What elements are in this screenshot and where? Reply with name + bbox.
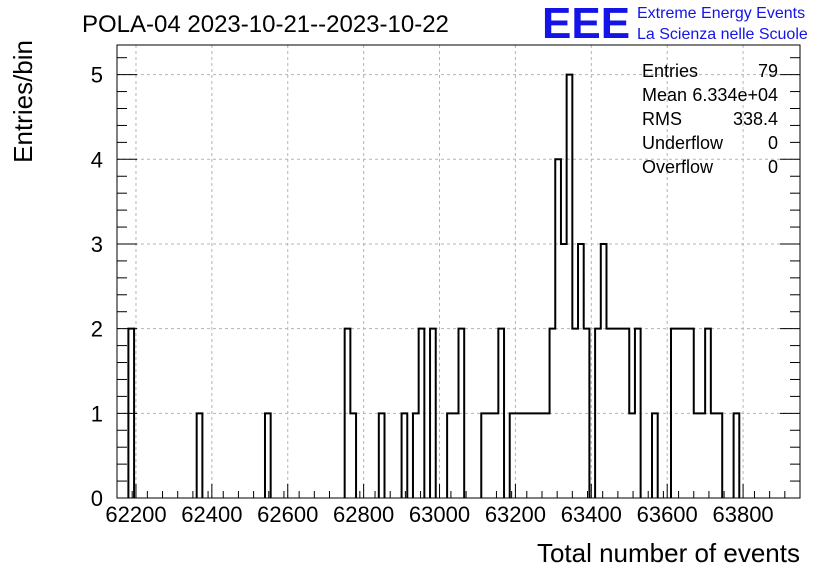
histogram-bin [453, 413, 459, 498]
x-tick-label: 63800 [712, 502, 773, 527]
histogram-bin [532, 413, 538, 498]
stats-label: Mean [642, 85, 687, 105]
histogram-bin [561, 244, 567, 498]
stats-value: 0 [768, 157, 778, 177]
y-tick-label: 5 [91, 63, 103, 88]
y-tick-label: 0 [91, 486, 103, 511]
x-tick-label: 63400 [561, 502, 622, 527]
y-tick-label: 3 [91, 232, 103, 257]
stats-value: 0 [768, 133, 778, 153]
histogram-bin [572, 329, 578, 498]
histogram-bin [629, 413, 635, 498]
stats-label: Underflow [642, 133, 724, 153]
histogram-bin [711, 413, 717, 498]
histogram-bin [527, 413, 533, 498]
eee-logo: EEE Extreme Energy Events La Scienza nel… [542, 0, 808, 48]
histogram-bin [618, 329, 624, 498]
stats-label: Entries [642, 61, 698, 81]
y-axis-label: Entries/bin [8, 40, 38, 163]
stats-value: 338.4 [733, 109, 778, 129]
y-tick-label: 4 [91, 147, 103, 172]
histogram-bin [538, 413, 544, 498]
histogram-bin [606, 329, 612, 498]
eee-logo-mark: EEE [542, 0, 630, 48]
eee-logo-line2: La Scienza nelle Scuole [637, 26, 808, 43]
stats-value: 6.334e+04 [692, 85, 778, 105]
x-tick-label: 63600 [637, 502, 698, 527]
x-tick-label: 62800 [333, 502, 394, 527]
x-tick-label: 62200 [105, 502, 166, 527]
histogram-bin [682, 329, 688, 498]
x-tick-label: 63200 [485, 502, 546, 527]
histogram-bin [612, 329, 618, 498]
plot-frame [116, 44, 801, 499]
histogram-bin [694, 413, 700, 498]
eee-logo-line1: Extreme Energy Events [637, 5, 805, 22]
histogram-bin [487, 413, 493, 498]
x-tick-label: 62600 [257, 502, 318, 527]
axis-ticks [116, 57, 801, 499]
histogram-bin [544, 413, 550, 498]
stats-box: Entries 79 Mean 6.334e+04 RMS 338.4 Underflow 0… [642, 61, 778, 177]
stats-label: RMS [642, 109, 682, 129]
y-tick-label: 2 [91, 317, 103, 342]
chart-title: POLA-04 2023-10-21--2023-10-22 [82, 11, 449, 38]
histogram-bin [677, 329, 683, 498]
x-tick-label: 63000 [409, 502, 470, 527]
histogram-bin [699, 413, 705, 498]
histogram-bin [493, 413, 499, 498]
x-axis-label: Total number of events [537, 538, 800, 568]
histogram-bin [515, 413, 521, 498]
histogram-bin [521, 413, 527, 498]
y-tick-label: 1 [91, 401, 103, 426]
axis-tick-labels: 62200 62400 62600 62800 63000 63200 63400 63600… [91, 63, 774, 527]
stats-label: Overflow [642, 157, 714, 177]
x-tick-label: 62400 [181, 502, 242, 527]
stats-value: 79 [758, 61, 778, 81]
